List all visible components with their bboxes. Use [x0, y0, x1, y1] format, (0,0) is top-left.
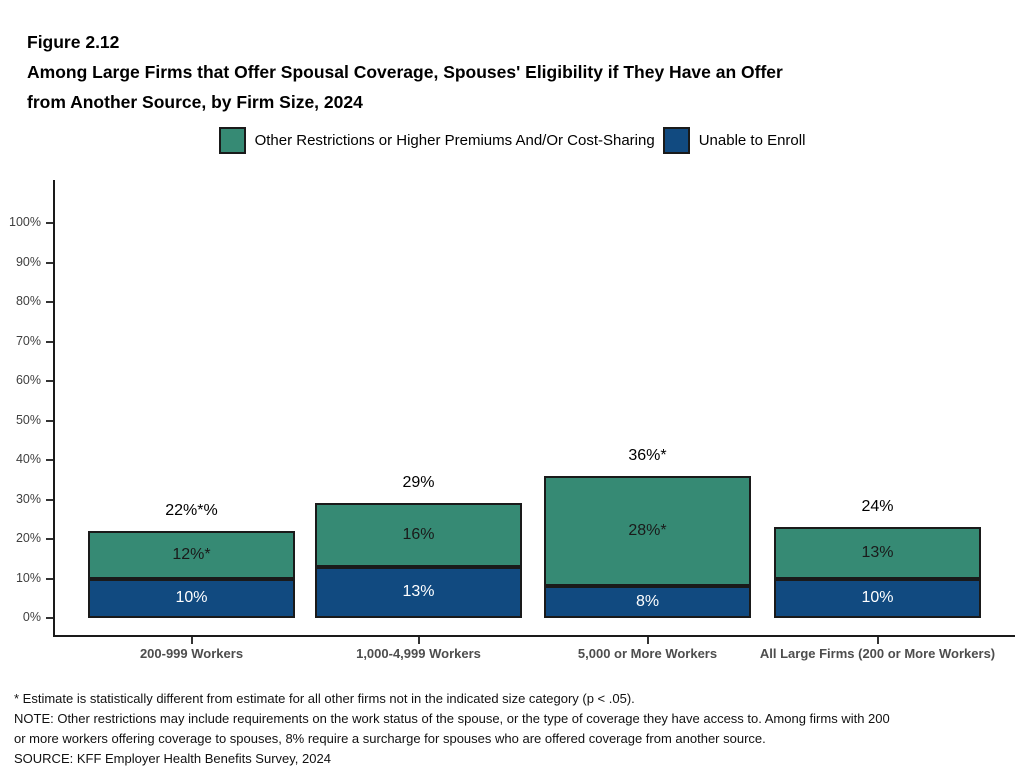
legend-swatch-other-restrictions [218, 127, 246, 154]
legend-item: Other Restrictions or Higher Premiums An… [218, 127, 655, 154]
x-axis-category-label: 5,000 or More Workers [577, 646, 718, 661]
footnotes: * Estimate is statistically different fr… [14, 689, 890, 769]
y-axis-tick-label: 90% [15, 254, 41, 269]
chart-plot-area: 0% 10% 20% 30% 40% 50% 60% 70% 80% 90% 100% 10% 12%*… [9, 180, 1015, 637]
y-axis-tick [46, 380, 53, 382]
x-axis-tick [646, 637, 649, 644]
x-axis-line [53, 635, 1015, 637]
bar-total-label: 24% [861, 498, 894, 516]
bar-segment-other-restrictions: 12%* [88, 531, 295, 579]
y-axis-tick-label: 50% [15, 412, 41, 427]
y-axis-tick [46, 498, 53, 501]
x-axis-category-label: 1,000-4,999 Workers [356, 646, 481, 661]
footnote-line: * Estimate is statistically different fr… [14, 691, 635, 706]
legend-swatch-unable-to-enroll [662, 127, 690, 154]
bar-segment-unable-to-enroll: 13% [315, 566, 522, 618]
bar-segment-value-label: 13% [402, 583, 435, 601]
bar-segment-value-label: 28%* [628, 522, 667, 540]
y-axis-tick [46, 538, 53, 540]
y-axis-tick-label: 40% [15, 452, 41, 466]
bar-segment-value-label: 10% [175, 589, 208, 607]
legend-item: Unable to Enroll [662, 127, 806, 154]
y-axis-tick [46, 301, 53, 303]
x-axis-tick [190, 637, 193, 644]
legend-label: Other Restrictions or Higher Premiums An… [254, 132, 655, 149]
bar-segment-value-label: 10% [861, 589, 894, 607]
x-axis-tick [876, 637, 879, 644]
footnote-line: SOURCE: KFF Employer Health Benefits Sur… [14, 751, 331, 766]
bar-segment-value-label: 13% [861, 543, 894, 561]
bar-segment-other-restrictions: 16% [315, 503, 522, 567]
bar-total-label: 22%*% [165, 502, 218, 520]
y-axis-tick [46, 222, 53, 224]
x-axis-category-label: 200-999 Workers [139, 646, 244, 661]
bar-segment-unable-to-enroll: 8% [544, 586, 751, 618]
y-axis-tick-label: 60% [15, 373, 41, 387]
bar-segment-other-restrictions: 28%* [544, 475, 751, 587]
legend-label: Unable to Enroll [698, 132, 806, 149]
y-axis-tick-label: 0% [22, 610, 41, 624]
y-axis-tick [46, 617, 53, 619]
y-axis-line [53, 180, 55, 637]
footnote-line: NOTE: Other restrictions may include req… [14, 711, 890, 726]
bar-total-label: 29% [402, 474, 435, 492]
figure-title-line-2: from Another Source, by Firm Size, 2024 [27, 92, 363, 112]
y-axis-tick-label: 80% [15, 294, 41, 308]
y-axis-tick-label: 10% [15, 570, 41, 585]
y-axis-tick-label: 20% [15, 531, 41, 545]
y-axis-tick [46, 340, 53, 343]
x-axis-tick [417, 637, 420, 644]
y-axis-tick-label: 70% [15, 333, 41, 348]
bar-segment-unable-to-enroll: 10% [774, 578, 981, 618]
chart-legend: Other Restrictions or Higher Premiums An… [0, 127, 1024, 154]
figure-header: Figure 2.12 Among Large Firms that Offer… [27, 27, 783, 117]
y-axis-tick [46, 577, 53, 580]
bar-segment-other-restrictions: 13% [774, 527, 981, 579]
footnote-line: or more workers offering coverage to spo… [14, 731, 766, 746]
bar-segment-value-label: 8% [635, 593, 660, 611]
bar-segment-value-label: 16% [402, 526, 435, 544]
y-axis-tick [46, 261, 53, 264]
y-axis-tick-label: 30% [15, 491, 41, 506]
bar-segment-unable-to-enroll: 10% [88, 578, 295, 618]
bar-total-label: 36%* [628, 446, 667, 464]
bar-segment-value-label: 12%* [172, 545, 211, 563]
y-axis-tick [46, 419, 53, 422]
figure-number: Figure 2.12 [27, 32, 120, 52]
y-axis-tick-label: 100% [9, 215, 41, 229]
x-axis-category-label: All Large Firms (200 or More Workers) [759, 646, 996, 661]
y-axis-tick [46, 459, 53, 461]
figure-title-line-1: Among Large Firms that Offer Spousal Cov… [27, 62, 783, 82]
